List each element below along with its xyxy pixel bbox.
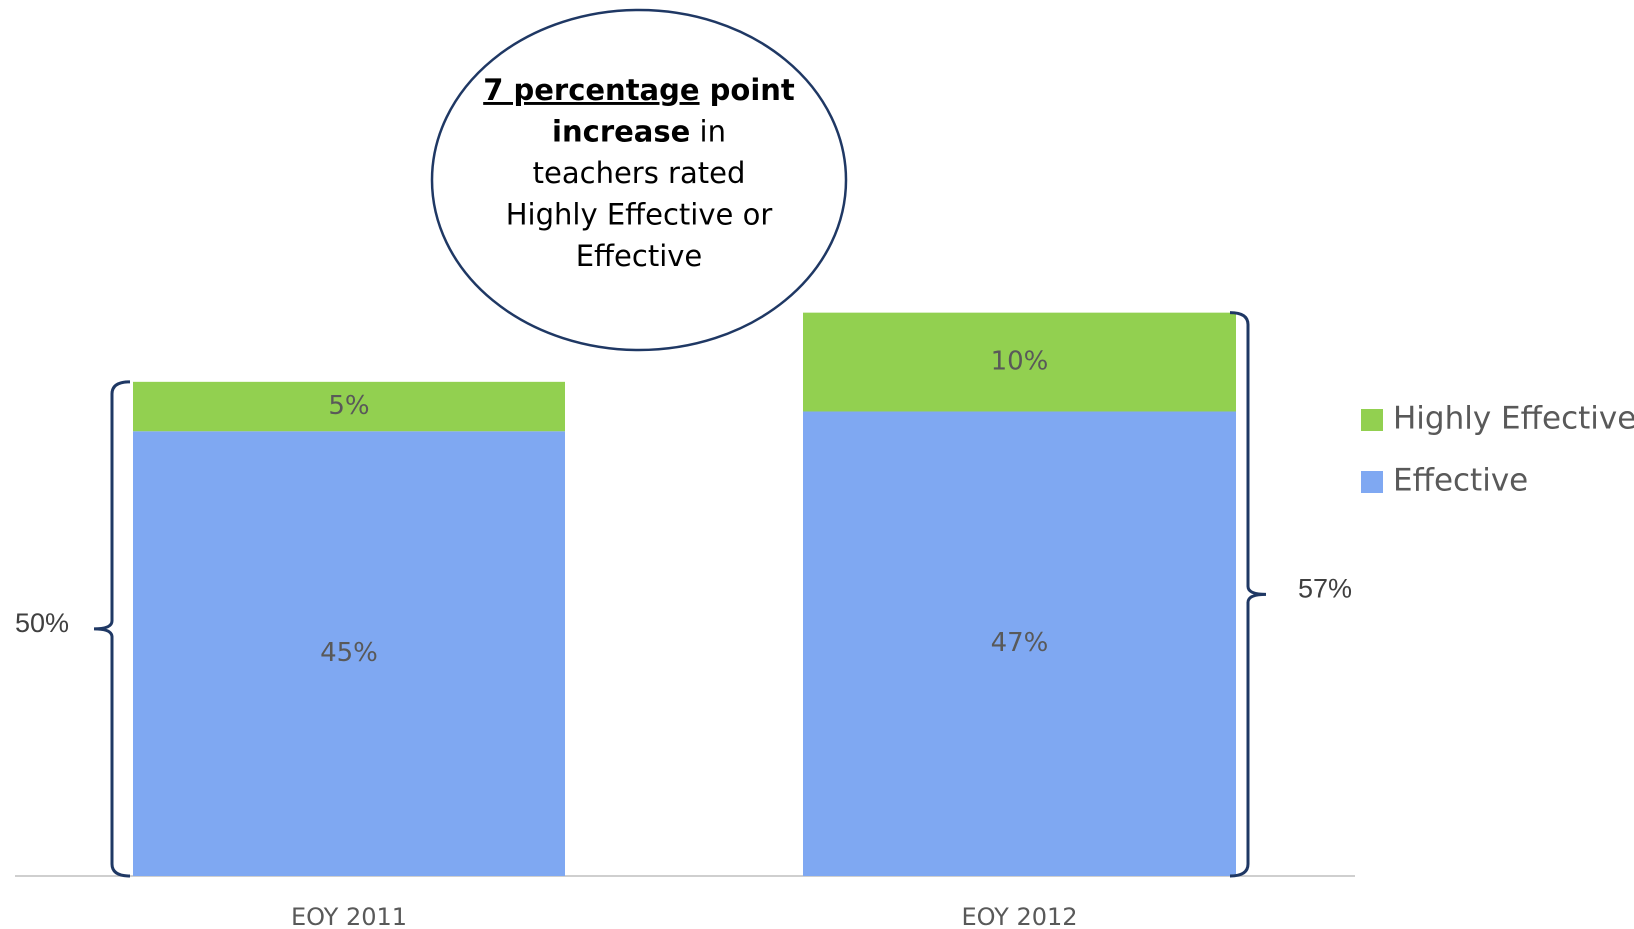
callout-line: teachers rated [533,156,746,190]
callout-ellipse [430,8,848,352]
value-label: 47% [991,628,1049,658]
bar-segment [803,312,1236,412]
total-brace [93,380,131,878]
callout-text: Highly Effective or [506,198,773,232]
callout-text: Effective [576,239,703,273]
bar-segment [803,411,1236,876]
callout-text: teachers rated [533,156,746,190]
total-brace [1229,311,1267,878]
callout-line: increase in [552,115,726,149]
total-label: 50% [15,608,69,638]
x-tick-label: EOY 2012 [961,903,1077,929]
bar-segment [133,381,565,432]
callout-line: Highly Effective or [506,198,773,232]
legend-swatch [1361,471,1383,493]
value-label: 10% [991,347,1049,377]
value-label: 5% [328,391,369,421]
legend-label: Highly Effective [1393,401,1634,437]
callout-text: point [700,73,795,107]
legend-swatch [1361,409,1383,431]
callout-line: Effective [576,239,703,273]
callout-line: 7 percentage point [483,73,795,107]
legend-label: Effective [1393,463,1528,499]
bar-segment [133,431,565,876]
value-label: 45% [320,638,378,668]
total-label: 57% [1298,573,1352,603]
x-tick-label: EOY 2011 [291,903,407,929]
callout-text: 7 percentage [483,73,699,107]
callout-text: increase [552,115,690,149]
callout-text: in [690,115,726,149]
